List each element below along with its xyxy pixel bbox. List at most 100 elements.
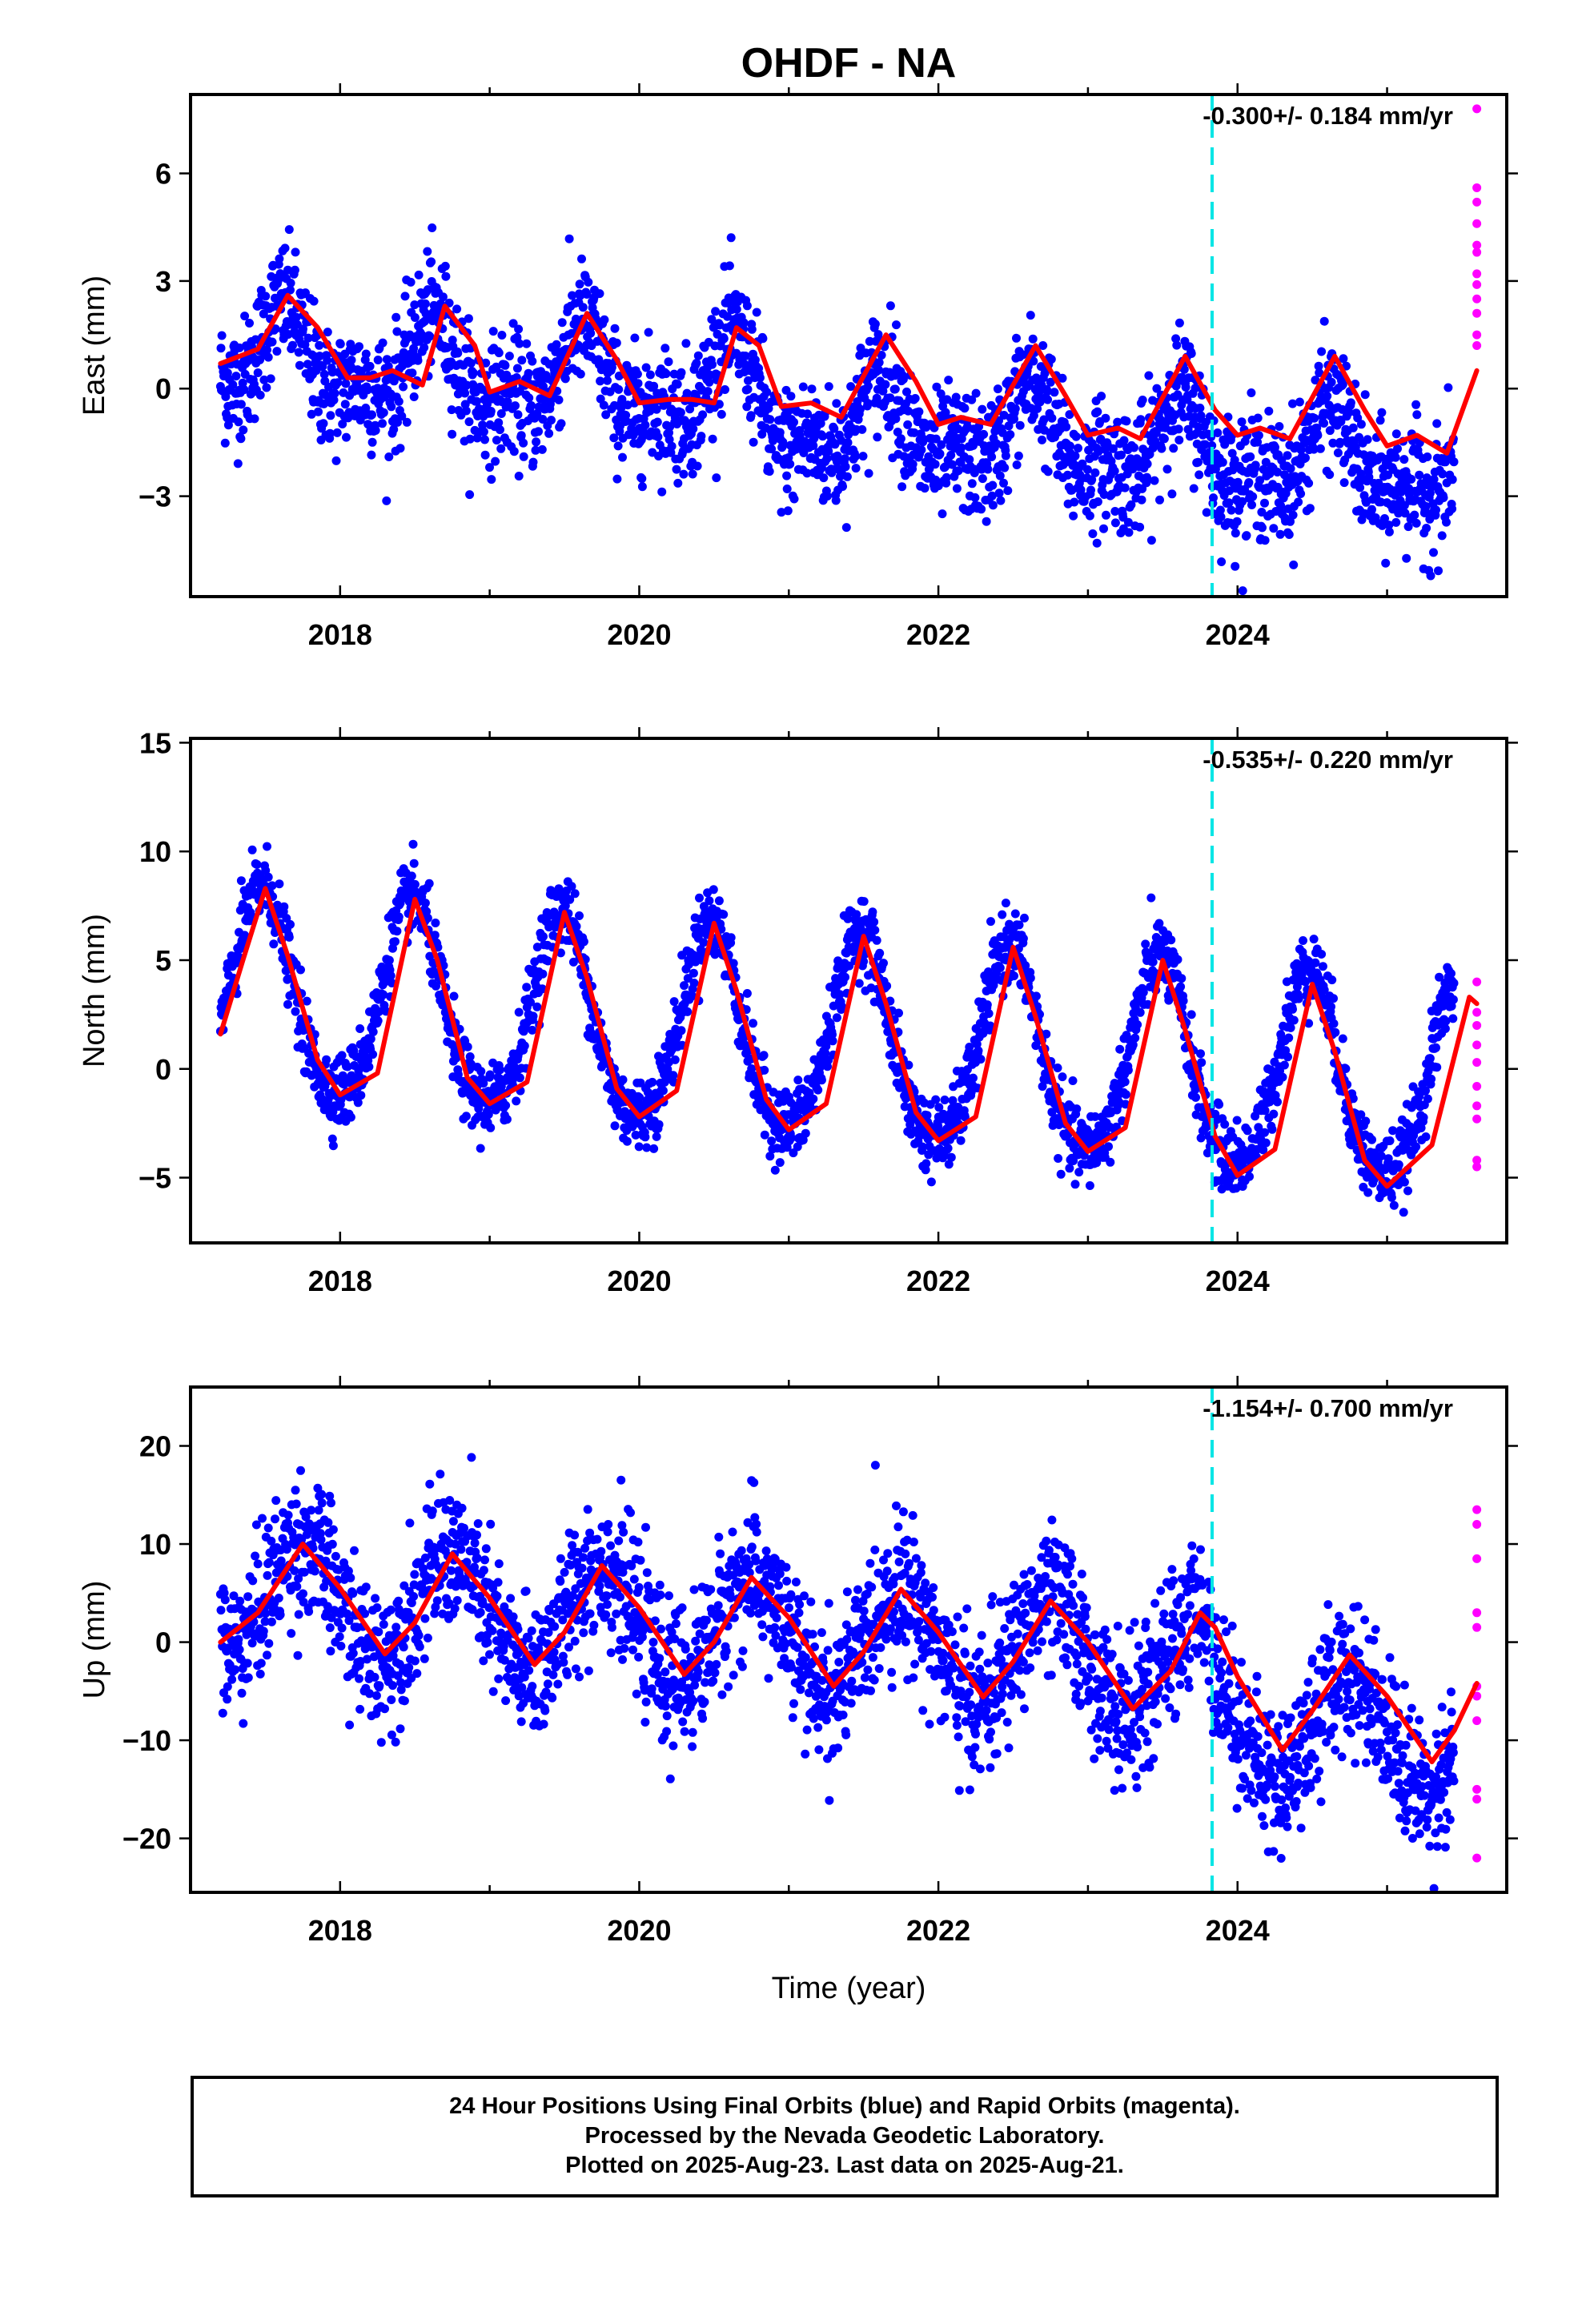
data-point <box>319 399 329 408</box>
data-point <box>851 452 860 461</box>
data-point <box>1225 486 1235 496</box>
data-point <box>1289 1015 1299 1025</box>
data-point <box>528 1011 538 1021</box>
data-point <box>767 1136 777 1146</box>
data-point <box>1391 452 1400 462</box>
data-point <box>1104 1142 1113 1152</box>
data-point <box>1038 1082 1047 1092</box>
data-point <box>1260 498 1269 508</box>
data-point <box>487 475 496 485</box>
data-point <box>1220 1120 1230 1129</box>
data-point <box>1247 501 1256 509</box>
data-point <box>269 939 279 949</box>
data-point <box>1020 913 1029 923</box>
data-point <box>337 1051 347 1060</box>
data-point <box>279 902 289 911</box>
data-point <box>1074 1168 1084 1177</box>
data-point <box>1339 354 1348 364</box>
data-point <box>452 304 462 314</box>
data-point <box>253 368 263 377</box>
data-point <box>488 327 498 336</box>
data-point <box>547 416 556 425</box>
data-point <box>688 469 697 479</box>
data-point <box>1178 996 1188 1006</box>
data-point <box>1259 1145 1268 1155</box>
data-point <box>379 408 388 417</box>
data-point <box>472 396 481 406</box>
rapid-data-point <box>1472 219 1482 228</box>
data-point <box>842 472 852 481</box>
data-point <box>1068 1076 1078 1085</box>
data-point <box>1137 495 1146 505</box>
rapid-data-point <box>1472 308 1482 318</box>
data-point <box>1323 392 1332 400</box>
data-point <box>807 384 817 394</box>
data-point <box>1038 435 1046 444</box>
data-point <box>441 271 451 281</box>
data-point <box>480 450 490 460</box>
data-point <box>747 1064 757 1073</box>
data-point <box>744 376 753 385</box>
data-point <box>692 359 701 368</box>
data-point <box>492 362 501 372</box>
data-point <box>767 444 777 454</box>
data-point <box>698 410 708 420</box>
data-point <box>406 277 416 287</box>
data-point <box>1082 464 1092 474</box>
data-point <box>1273 1097 1282 1107</box>
data-point <box>831 496 841 505</box>
data-point <box>641 363 651 372</box>
rapid-data-point <box>1472 183 1482 192</box>
data-point <box>428 223 437 232</box>
data-point <box>1012 333 1021 343</box>
data-point <box>946 450 956 460</box>
data-point <box>648 1077 657 1087</box>
data-point <box>556 419 566 428</box>
data-point <box>672 464 681 474</box>
data-point <box>1088 529 1098 538</box>
data-point <box>1085 511 1094 521</box>
data-point <box>994 489 1004 498</box>
data-point <box>420 299 430 308</box>
data-point <box>846 382 856 392</box>
data-point <box>999 478 1008 488</box>
data-point <box>1166 935 1176 945</box>
data-point <box>261 292 271 301</box>
data-point <box>384 452 394 461</box>
data-point <box>1255 476 1265 485</box>
data-point <box>903 406 913 416</box>
data-point <box>1010 971 1018 981</box>
data-point <box>275 254 284 263</box>
data-point <box>560 901 570 911</box>
data-point <box>1286 517 1295 526</box>
data-point <box>1261 1138 1271 1148</box>
data-point <box>1151 428 1161 437</box>
data-point <box>259 309 268 319</box>
data-point <box>309 296 319 306</box>
data-point <box>649 1144 659 1153</box>
data-point <box>453 348 463 358</box>
data-point <box>762 388 772 397</box>
data-point <box>859 957 869 967</box>
data-point <box>697 432 706 441</box>
data-point <box>676 408 685 417</box>
data-point <box>565 895 575 904</box>
data-point <box>816 419 825 428</box>
data-point <box>1447 475 1457 485</box>
data-point <box>1410 510 1419 520</box>
data-point <box>1015 420 1025 430</box>
data-point <box>1399 455 1409 464</box>
data-point <box>1070 497 1079 507</box>
data-point <box>708 360 717 369</box>
data-point <box>988 480 998 490</box>
data-point <box>1269 524 1279 533</box>
data-point <box>1237 417 1247 427</box>
data-point <box>1119 436 1129 445</box>
rapid-data-point <box>1472 330 1482 340</box>
data-point <box>1244 478 1254 487</box>
data-point <box>291 312 301 322</box>
data-point <box>1284 530 1294 539</box>
data-point <box>1050 388 1059 397</box>
data-point <box>1325 470 1335 480</box>
data-point <box>402 417 412 427</box>
